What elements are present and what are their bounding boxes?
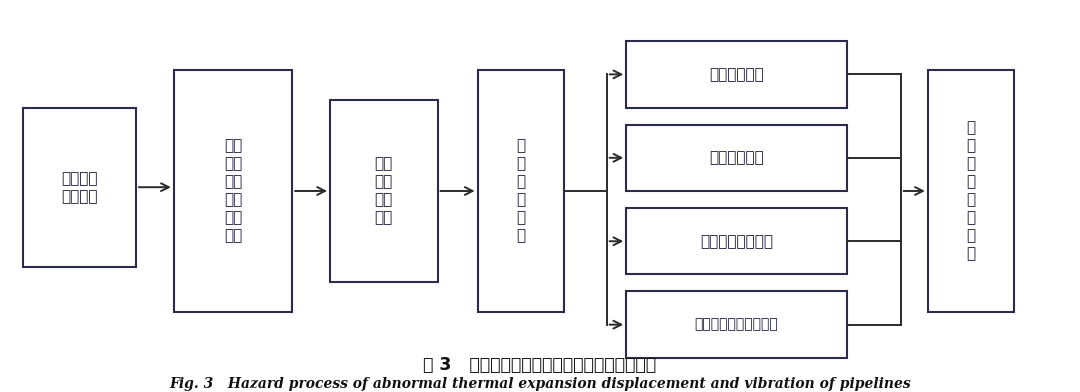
Bar — [626, 125, 847, 191]
Text: 影
响
电
厂
安
全
运
行: 影 响 电 厂 安 全 运 行 — [967, 120, 975, 261]
Text: 危害管道连接设备: 危害管道连接设备 — [700, 234, 773, 249]
Text: 防振
减振
能力
下降: 防振 减振 能力 下降 — [375, 156, 393, 225]
Text: 管道热胀
位移异常: 管道热胀 位移异常 — [62, 171, 97, 204]
Text: 运行监控测量信号失真: 运行监控测量信号失真 — [694, 318, 779, 332]
Text: 图 3   管道热胀位移异常与管道振动的危害过程: 图 3 管道热胀位移异常与管道振动的危害过程 — [423, 356, 657, 374]
Text: 发
生
管
道
振
动: 发 生 管 道 振 动 — [516, 138, 525, 243]
Text: 部分
支吊
架欠
载或
完全
失载: 部分 支吊 架欠 载或 完全 失载 — [224, 138, 242, 243]
Bar — [23, 107, 136, 267]
Bar — [330, 100, 437, 282]
Text: 管道疲劳破坏: 管道疲劳破坏 — [710, 67, 764, 82]
Bar — [626, 292, 847, 358]
Text: Fig. 3   Hazard process of abnormal thermal expansion displacement and vibration: Fig. 3 Hazard process of abnormal therma… — [170, 377, 910, 391]
Bar — [928, 70, 1014, 312]
Text: 结构焊缝受损: 结构焊缝受损 — [710, 150, 764, 165]
Bar — [174, 70, 293, 312]
Bar — [626, 41, 847, 107]
Bar — [626, 208, 847, 274]
Bar — [477, 70, 564, 312]
